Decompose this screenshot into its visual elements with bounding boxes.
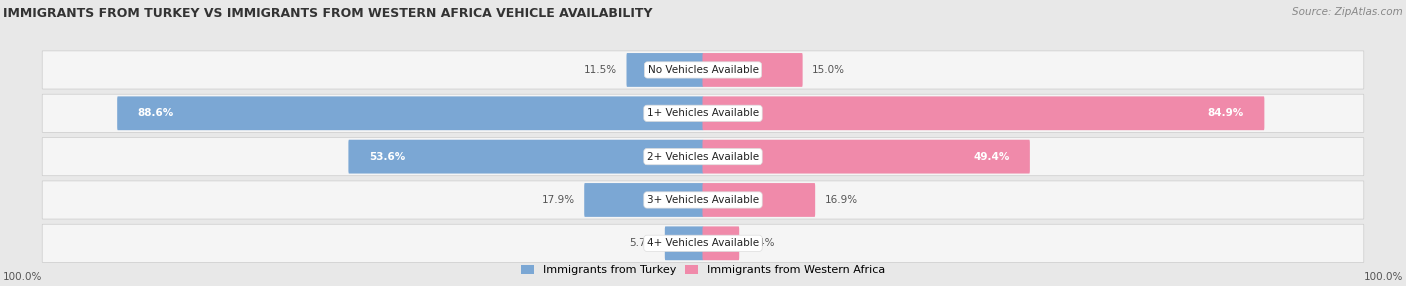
FancyBboxPatch shape: [703, 227, 740, 260]
Legend: Immigrants from Turkey, Immigrants from Western Africa: Immigrants from Turkey, Immigrants from …: [516, 260, 890, 279]
Text: 49.4%: 49.4%: [973, 152, 1010, 162]
Text: 15.0%: 15.0%: [813, 65, 845, 75]
FancyBboxPatch shape: [703, 96, 1264, 130]
Text: 1+ Vehicles Available: 1+ Vehicles Available: [647, 108, 759, 118]
FancyBboxPatch shape: [117, 96, 703, 130]
FancyBboxPatch shape: [703, 140, 1029, 174]
Text: 3+ Vehicles Available: 3+ Vehicles Available: [647, 195, 759, 205]
FancyBboxPatch shape: [703, 183, 815, 217]
Text: 100.0%: 100.0%: [1364, 272, 1403, 282]
Text: 11.5%: 11.5%: [583, 65, 617, 75]
FancyBboxPatch shape: [665, 227, 703, 260]
Text: 100.0%: 100.0%: [3, 272, 42, 282]
FancyBboxPatch shape: [42, 181, 1364, 219]
FancyBboxPatch shape: [42, 94, 1364, 132]
Text: Source: ZipAtlas.com: Source: ZipAtlas.com: [1292, 7, 1403, 17]
FancyBboxPatch shape: [42, 138, 1364, 176]
Text: 84.9%: 84.9%: [1208, 108, 1244, 118]
FancyBboxPatch shape: [42, 224, 1364, 262]
FancyBboxPatch shape: [627, 53, 703, 87]
Text: 5.7%: 5.7%: [628, 238, 655, 248]
Text: No Vehicles Available: No Vehicles Available: [648, 65, 758, 75]
Text: 5.4%: 5.4%: [748, 238, 775, 248]
Text: 17.9%: 17.9%: [541, 195, 575, 205]
Text: 88.6%: 88.6%: [138, 108, 174, 118]
Text: IMMIGRANTS FROM TURKEY VS IMMIGRANTS FROM WESTERN AFRICA VEHICLE AVAILABILITY: IMMIGRANTS FROM TURKEY VS IMMIGRANTS FRO…: [3, 7, 652, 20]
Text: 16.9%: 16.9%: [824, 195, 858, 205]
FancyBboxPatch shape: [349, 140, 703, 174]
Text: 53.6%: 53.6%: [368, 152, 405, 162]
FancyBboxPatch shape: [585, 183, 703, 217]
Text: 4+ Vehicles Available: 4+ Vehicles Available: [647, 238, 759, 248]
Text: 2+ Vehicles Available: 2+ Vehicles Available: [647, 152, 759, 162]
FancyBboxPatch shape: [42, 51, 1364, 89]
FancyBboxPatch shape: [703, 53, 803, 87]
